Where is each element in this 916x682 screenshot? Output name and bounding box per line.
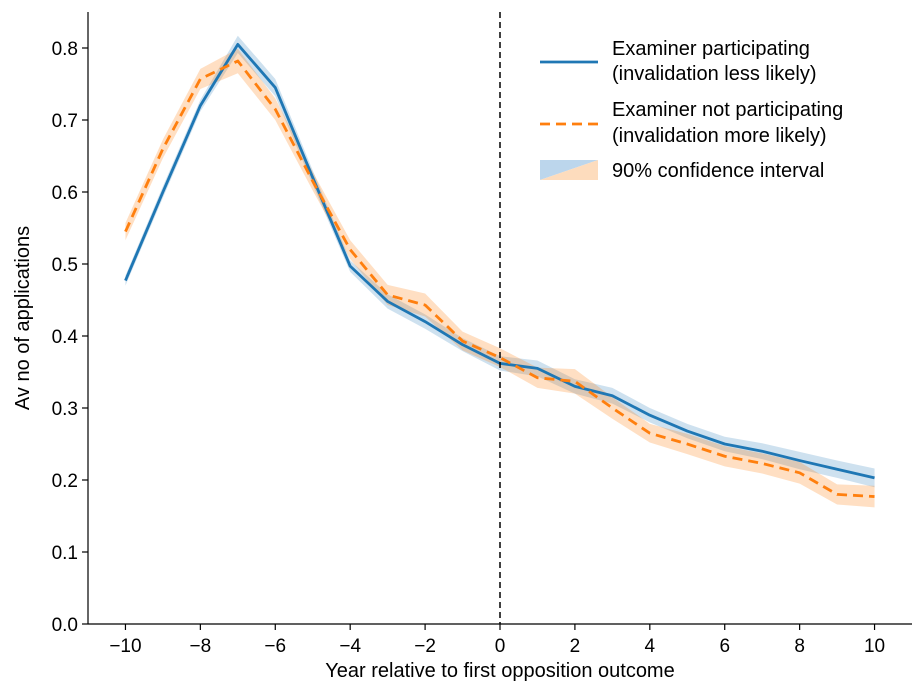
legend-swatch-ci-orange: [540, 160, 598, 180]
x-tick-label: −10: [109, 636, 141, 657]
y-tick-label: 0.4: [52, 327, 79, 348]
x-tick-label: 0: [495, 636, 506, 657]
x-tick-label: −8: [190, 636, 212, 657]
y-tick-label: 0.8: [52, 39, 78, 60]
x-axis-label: Year relative to first opposition outcom…: [325, 660, 674, 682]
legend: Examiner participating (invalidation les…: [540, 38, 843, 182]
y-axis-ticks: 0.0 0.1 0.2 0.3 0.4 0.5 0.6 0.7 0.8: [52, 39, 88, 636]
y-tick-label: 0.0: [52, 615, 78, 636]
x-tick-label: −4: [339, 636, 361, 657]
y-tick-label: 0.7: [52, 111, 78, 132]
y-tick-label: 0.3: [52, 399, 78, 420]
legend-label-examiner-not-participating-line2: (invalidation more likely): [612, 125, 827, 147]
legend-label-examiner-participating-line2: (invalidation less likely): [612, 63, 817, 85]
y-tick-label: 0.6: [52, 183, 78, 204]
x-tick-label: −6: [264, 636, 286, 657]
legend-label-confidence-interval: 90% confidence interval: [612, 160, 824, 182]
series-line-examiner-not-participating: [124, 59, 875, 498]
y-tick-label: 0.1: [52, 543, 78, 564]
y-tick-label: 0.2: [52, 471, 78, 492]
x-tick-label: 10: [864, 636, 885, 657]
x-tick-label: 2: [570, 636, 581, 657]
legend-label-examiner-not-participating-line1: Examiner not participating: [612, 99, 843, 121]
x-tick-label: 8: [794, 636, 805, 657]
x-axis-ticks: −10 −8 −6 −4 −2 0 2 4 6 8 10: [109, 624, 885, 657]
x-tick-label: 4: [645, 636, 656, 657]
x-tick-label: 6: [719, 636, 730, 657]
y-axis-label: Av no of applications: [12, 226, 34, 410]
y-tick-label: 0.5: [52, 255, 78, 276]
legend-label-examiner-participating-line1: Examiner participating: [612, 38, 810, 60]
x-tick-label: −2: [414, 636, 436, 657]
